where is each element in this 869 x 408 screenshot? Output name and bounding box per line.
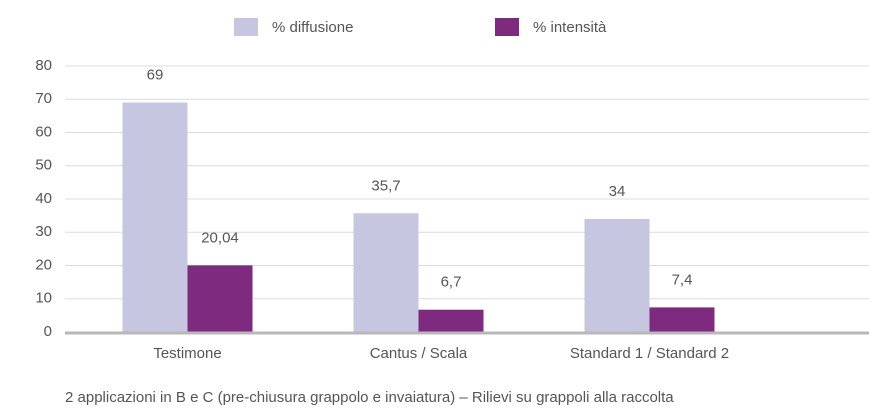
x-tick-label: Standard 1 / Standard 2 (570, 345, 729, 362)
y-tick-label: 10 (35, 290, 52, 307)
y-tick-label: 20 (35, 256, 52, 273)
y-tick-label: 30 (35, 223, 52, 240)
y-tick-label: 50 (35, 157, 52, 174)
x-tick-label: Testimone (153, 345, 221, 362)
data-label: 34 (609, 183, 626, 200)
y-tick-label: 80 (35, 57, 52, 74)
data-label: 6,7 (441, 274, 462, 291)
y-tick-label: 0 (44, 323, 52, 340)
caption: 2 applicazioni in B e C (pre-chiusura gr… (65, 389, 674, 406)
bar (353, 213, 419, 332)
data-label: 20,04 (201, 229, 239, 246)
x-tick-label: Cantus / Scala (370, 345, 468, 362)
y-tick-label: 40 (35, 190, 52, 207)
data-label: 69 (147, 67, 164, 84)
data-label: 35,7 (371, 177, 400, 194)
legend-label: % diffusione (272, 19, 353, 36)
legend-swatch (495, 18, 519, 36)
y-tick-label: 70 (35, 90, 52, 107)
data-label: 7,4 (672, 271, 693, 288)
bar (649, 307, 715, 332)
bar (418, 309, 484, 332)
bar (584, 218, 650, 332)
legend-label: % intensità (533, 19, 607, 36)
legend-swatch (234, 18, 258, 36)
bar (122, 102, 188, 332)
y-tick-label: 60 (35, 123, 52, 140)
bar (187, 265, 253, 332)
